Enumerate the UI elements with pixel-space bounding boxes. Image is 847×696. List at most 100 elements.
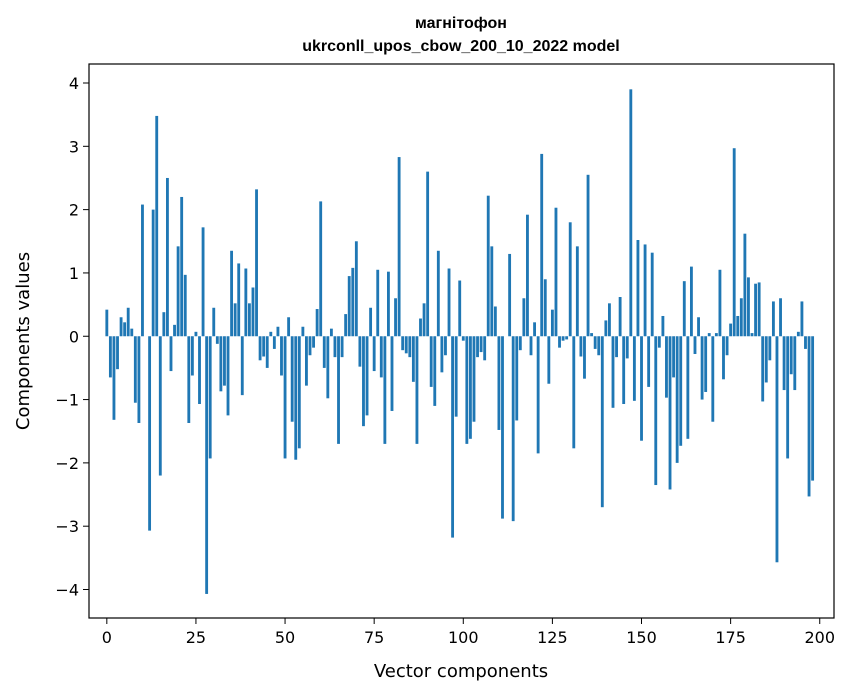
bar-13 — [151, 209, 155, 337]
bar-118 — [526, 214, 529, 337]
bar-6 — [126, 307, 130, 337]
bar-79 — [387, 271, 390, 337]
bar-173 — [722, 336, 725, 380]
bar-48 — [276, 326, 280, 337]
bar-126 — [554, 207, 558, 337]
bar-52 — [290, 336, 294, 422]
bar-142 — [611, 336, 615, 408]
bar-56 — [305, 336, 308, 386]
bar-132 — [575, 246, 579, 337]
bar-30 — [212, 307, 216, 337]
bar-71 — [358, 336, 362, 367]
bar-110 — [497, 336, 501, 430]
bar-105 — [479, 336, 483, 353]
bar-158 — [668, 336, 672, 490]
bar-21 — [180, 196, 184, 337]
bar-198 — [811, 336, 815, 481]
bar-64 — [333, 336, 337, 358]
bar-61 — [322, 336, 326, 368]
bar-176 — [732, 148, 736, 337]
bar-124 — [547, 336, 551, 384]
x-tick-label: 75 — [364, 628, 384, 647]
bar-27 — [201, 227, 205, 337]
bar-134 — [583, 336, 586, 379]
bar-65 — [337, 336, 340, 444]
bar-15 — [158, 336, 162, 476]
bar-45 — [265, 336, 269, 368]
bar-156 — [661, 315, 665, 337]
bar-53 — [294, 336, 298, 460]
y-tick-label: 2 — [69, 201, 79, 220]
bar-125 — [550, 309, 554, 337]
bar-4 — [119, 317, 123, 337]
y-tick-label: −1 — [55, 391, 79, 410]
x-tick-label: 25 — [186, 628, 206, 647]
bar-147 — [629, 89, 633, 337]
bar-164 — [689, 266, 693, 337]
bar-10 — [141, 204, 144, 337]
bar-26 — [198, 336, 201, 404]
bar-39 — [244, 268, 248, 337]
bar-3 — [116, 336, 119, 370]
bar-18 — [169, 336, 173, 372]
bar-185 — [764, 336, 768, 383]
bar-131 — [572, 336, 576, 449]
bar-109 — [493, 306, 497, 337]
bar-2 — [112, 336, 116, 420]
bar-28 — [205, 336, 209, 594]
bar-152 — [647, 336, 651, 387]
bar-178 — [739, 298, 743, 337]
x-tick-label: 175 — [715, 628, 746, 647]
bar-149 — [636, 240, 640, 337]
bar-103 — [472, 336, 476, 422]
bar-8 — [133, 336, 137, 403]
y-tick-label: 0 — [69, 327, 79, 346]
bar-78 — [383, 336, 387, 444]
bar-197 — [807, 336, 811, 497]
bar-133 — [579, 336, 583, 357]
bar-137 — [593, 336, 597, 349]
x-tick-label: 200 — [804, 628, 835, 647]
bar-88 — [419, 318, 422, 337]
chart-title: магнітофон — [415, 15, 507, 32]
bar-129 — [565, 336, 569, 340]
bar-91 — [429, 336, 433, 387]
bar-166 — [697, 317, 700, 337]
bar-16 — [162, 312, 166, 337]
bar-17 — [166, 177, 169, 337]
bar-46 — [269, 331, 273, 337]
bar-183 — [757, 282, 761, 337]
chart-subtitle: ukrconll_upos_cbow_200_10_2022 model — [302, 38, 619, 55]
x-tick-label: 50 — [275, 628, 295, 647]
bar-119 — [529, 336, 533, 356]
bar-179 — [743, 233, 747, 337]
y-tick-label: −3 — [55, 517, 79, 536]
bar-168 — [704, 336, 708, 392]
bar-68 — [347, 276, 351, 337]
bar-107 — [486, 195, 490, 337]
bar-42 — [255, 189, 258, 337]
bar-123 — [543, 279, 547, 337]
bar-89 — [422, 303, 426, 337]
bar-148 — [632, 336, 636, 401]
bar-98 — [454, 336, 458, 417]
bar-102 — [468, 336, 472, 439]
bar-97 — [451, 336, 455, 538]
bar-101 — [465, 336, 469, 444]
bar-54 — [297, 336, 301, 449]
bar-82 — [397, 157, 401, 337]
bar-22 — [183, 274, 187, 337]
bar-150 — [640, 336, 643, 441]
bar-190 — [782, 336, 786, 391]
x-tick-label: 100 — [448, 628, 479, 647]
bar-59 — [315, 309, 319, 337]
x-axis-label: Vector components — [374, 661, 548, 682]
bar-55 — [301, 326, 305, 337]
bar-104 — [476, 336, 479, 358]
bar-165 — [693, 336, 697, 354]
bar-95 — [444, 336, 447, 356]
bar-32 — [219, 336, 223, 392]
y-axis-label: Components values — [13, 252, 34, 430]
